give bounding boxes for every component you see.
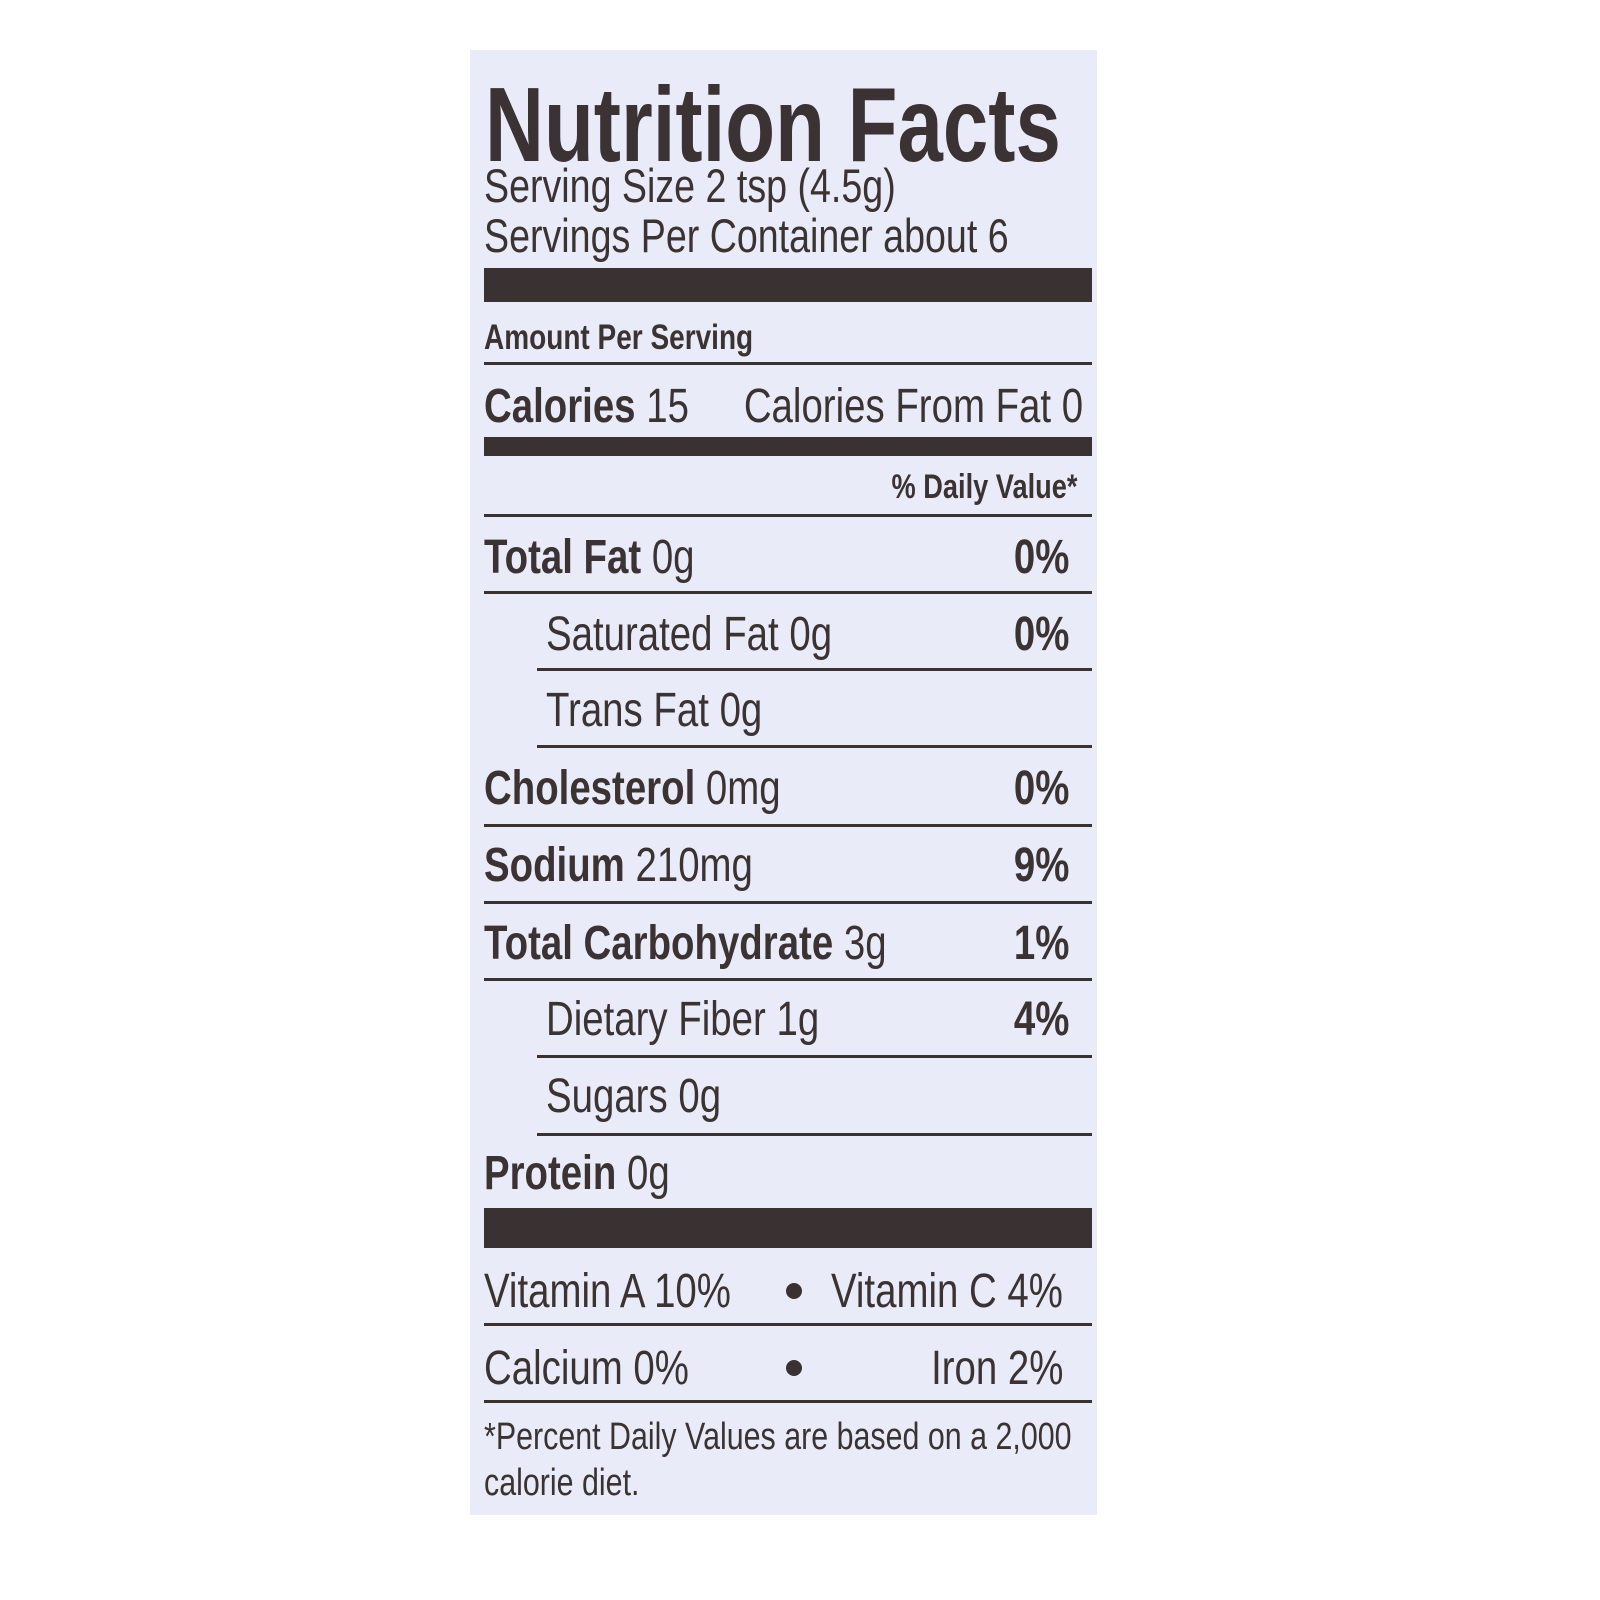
divider — [537, 1055, 1092, 1058]
nutrient-row-total-carbohydrate: Total Carbohydrate 3g — [484, 920, 887, 968]
label-title: Nutrition Facts — [485, 66, 1061, 184]
nutrient-row-sugars: Sugars 0g — [546, 1073, 721, 1121]
footnote-line-1: *Percent Daily Values are based on a 2,0… — [484, 1416, 1072, 1458]
nutrient-row-protein: Protein 0g — [484, 1150, 670, 1198]
calories-label: Calories — [484, 380, 636, 433]
amount-per-serving: Amount Per Serving — [484, 318, 754, 357]
nutrient-label: Sugars — [546, 1070, 668, 1123]
divider — [484, 1400, 1092, 1403]
nutrient-row-total-fat: Total Fat 0g — [484, 534, 695, 582]
vitamin-a: Vitamin A 10% — [484, 1265, 731, 1318]
bullet-icon — [786, 1283, 802, 1299]
nutrient-amount: 0g — [626, 1147, 670, 1200]
nutrition-facts-label: Nutrition Facts Serving Size 2 tsp (4.5g… — [470, 50, 1097, 1515]
daily-value-header: % Daily Value* — [891, 468, 1077, 506]
nutrient-amount: 0g — [789, 608, 833, 661]
nutrient-amount: 3g — [843, 917, 887, 970]
nutrient-row-dietary-fiber: Dietary Fiber 1g — [546, 996, 819, 1044]
nutrient-dv: 4% — [1013, 993, 1070, 1046]
divider — [537, 1133, 1092, 1136]
nutrient-row-cholesterol: Cholesterol 0mg — [484, 765, 781, 813]
nutrient-dv: 0% — [1013, 608, 1070, 661]
nutrient-label: Protein — [484, 1147, 617, 1200]
nutrient-amount: 0g — [719, 684, 763, 737]
divider — [484, 901, 1092, 904]
nutrient-label: Total Fat — [484, 531, 642, 584]
divider — [484, 978, 1092, 981]
nutrient-label: Total Carbohydrate — [484, 917, 834, 970]
divider — [484, 362, 1092, 365]
nutrient-label: Sodium — [484, 839, 625, 892]
divider — [484, 1323, 1092, 1326]
iron: Iron 2% — [930, 1342, 1063, 1395]
nutrient-label: Dietary Fiber — [546, 993, 766, 1046]
vitamin-c: Vitamin C 4% — [831, 1265, 1063, 1318]
nutrient-label: Trans Fat — [546, 684, 709, 737]
bullet-icon — [786, 1360, 802, 1376]
calcium: Calcium 0% — [484, 1342, 689, 1395]
divider — [484, 824, 1092, 827]
thick-divider — [484, 268, 1092, 302]
nutrient-amount: 0mg — [705, 762, 781, 815]
nutrient-amount: 0g — [678, 1070, 722, 1123]
nutrient-dv: 0% — [1013, 531, 1070, 584]
calories-from-fat: Calories From Fat 0 — [743, 380, 1083, 433]
nutrient-amount: 1g — [776, 993, 820, 1046]
nutrient-row-saturated-fat: Saturated Fat 0g — [546, 611, 832, 659]
nutrient-label: Cholesterol — [484, 762, 696, 815]
calories-value: 15 — [646, 380, 689, 433]
divider — [537, 668, 1092, 671]
nutrient-dv: 0% — [1013, 762, 1070, 815]
nutrient-amount: 0g — [651, 531, 695, 584]
nutrient-row-sodium: Sodium 210mg — [484, 842, 753, 890]
nutrient-amount: 210mg — [635, 839, 753, 892]
divider — [537, 745, 1092, 748]
serving-size: Serving Size 2 tsp (4.5g) — [484, 159, 896, 212]
thick-divider — [484, 1208, 1092, 1248]
divider — [484, 514, 1092, 517]
nutrient-row-trans-fat: Trans Fat 0g — [546, 687, 762, 735]
divider — [484, 591, 1092, 594]
nutrient-label: Saturated Fat — [546, 608, 779, 661]
servings-per-container: Servings Per Container about 6 — [484, 209, 1009, 262]
nutrient-dv: 1% — [1013, 917, 1070, 970]
calories-row: Calories 15 — [484, 383, 689, 431]
footnote-line-2: calorie diet. — [484, 1462, 640, 1504]
medium-divider — [484, 437, 1092, 456]
nutrient-dv: 9% — [1013, 839, 1070, 892]
